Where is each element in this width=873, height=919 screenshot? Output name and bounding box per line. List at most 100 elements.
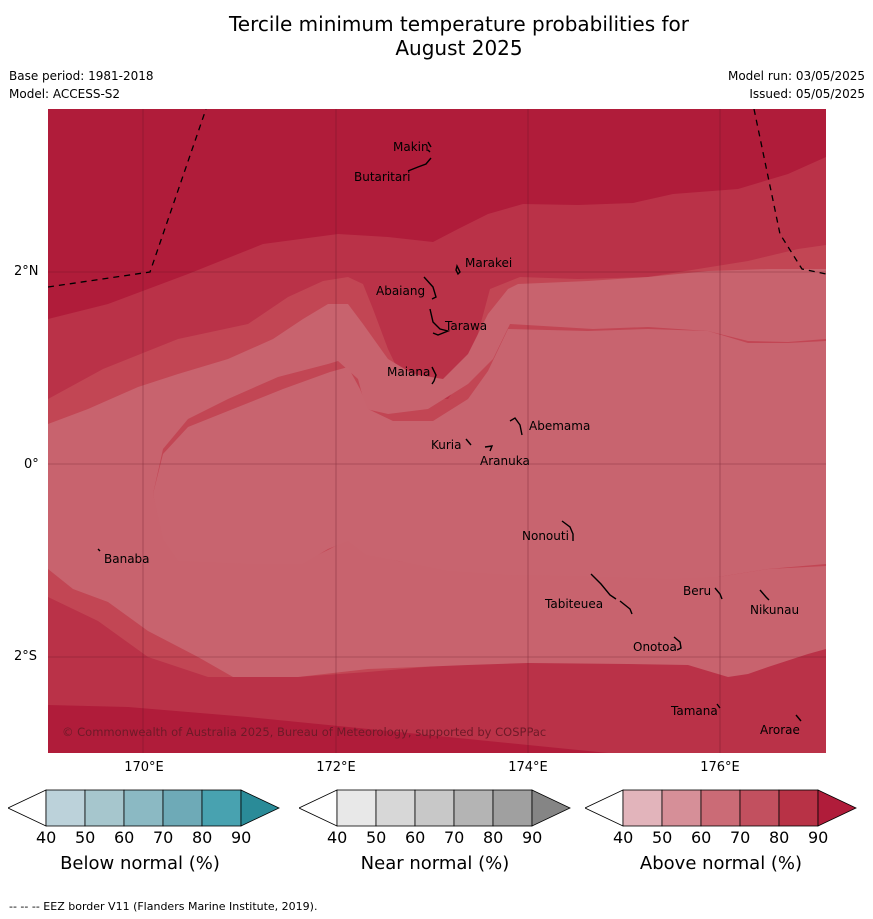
below-cbar-over — [240, 789, 280, 827]
above-cbar-bin — [700, 789, 741, 827]
near-tick-label: 80 — [483, 828, 504, 847]
near-cbar-bin — [336, 789, 377, 827]
near-normal-colorbar — [299, 789, 571, 827]
title-line-1: Tercile minimum temperature probabilitie… — [228, 12, 690, 36]
island-abemama-shape — [509, 417, 523, 436]
lon-label-170e: 170°E — [124, 760, 164, 775]
above-cbar-bin — [739, 789, 780, 827]
label-onotoa: Onotoa — [633, 640, 677, 654]
below-tick-label: 70 — [153, 828, 174, 847]
below-tick-label: 80 — [192, 828, 213, 847]
label-tamana: Tamana — [670, 704, 718, 718]
above-cbar-bin — [661, 789, 702, 827]
near-cbar-bin — [414, 789, 455, 827]
label-nonouti: Nonouti — [522, 529, 569, 543]
label-banaba: Banaba — [104, 552, 150, 566]
zone-60 — [48, 269, 826, 677]
below-tick-label: 90 — [231, 828, 252, 847]
above-cbar-bin — [622, 789, 663, 827]
above-cbar-bin — [778, 789, 819, 827]
island-beru-shape — [714, 587, 723, 600]
below-normal-label: Below normal (%) — [60, 853, 220, 874]
island-arorae-shape — [795, 714, 802, 722]
meta-right: Model run: 03/05/2025 Issued: 05/05/2025 — [728, 67, 865, 103]
below-cbar-bin — [45, 789, 86, 827]
lat-label-2s: 2°S — [14, 649, 38, 664]
model-name: Model: ACCESS-S2 — [9, 87, 121, 101]
lat-label-2n: 2°N — [14, 264, 39, 279]
lon-label-174e: 174°E — [508, 760, 548, 775]
above-normal-label: Above normal (%) — [639, 853, 803, 874]
island-tabiteuea-shape — [590, 573, 633, 615]
eez-footnote: -- -- -- EEZ border V11 (Flanders Marine… — [9, 900, 318, 913]
model-run: Model run: 03/05/2025 — [727, 69, 865, 83]
near-tick-label: 60 — [405, 828, 426, 847]
near-cbar-over — [531, 789, 571, 827]
label-nikunau: Nikunau — [750, 603, 799, 617]
near-tick-label: 50 — [366, 828, 387, 847]
above-tick-label: 70 — [730, 828, 751, 847]
meta-left: Base period: 1981-2018 Model: ACCESS-S2 — [9, 67, 154, 103]
zone-60-core — [153, 329, 826, 579]
near-normal-label: Near normal (%) — [360, 853, 510, 874]
near-cbar-bin — [492, 789, 533, 827]
label-marakei: Marakei — [465, 256, 512, 270]
eez-border-east — [753, 109, 826, 275]
above-tick-label: 50 — [652, 828, 673, 847]
below-tick-label: 40 — [36, 828, 57, 847]
eez-border-west — [48, 109, 207, 288]
above-tick-label: 60 — [691, 828, 712, 847]
near-cbar-bin — [453, 789, 494, 827]
below-cbar-bin — [84, 789, 125, 827]
lon-label-172e: 172°E — [316, 760, 356, 775]
island-onotoa-shape — [673, 636, 682, 651]
map-title: Tercile minimum temperature probabilitie… — [0, 12, 873, 60]
island-tamana-shape — [716, 703, 721, 709]
label-abaiang: Abaiang — [376, 284, 425, 298]
island-marakei-shape — [455, 263, 461, 276]
label-butaritari: Butaritari — [354, 170, 411, 184]
near-tick-label: 70 — [444, 828, 465, 847]
below-tick-label: 50 — [75, 828, 96, 847]
lon-label-176e: 176°E — [700, 760, 740, 775]
label-arorae: Arorae — [760, 723, 800, 737]
island-makin-shape — [427, 141, 432, 153]
near-cbar-under — [299, 789, 338, 827]
below-cbar-bin — [123, 789, 164, 827]
island-abaiang-shape — [423, 276, 437, 300]
above-tick-label: 40 — [613, 828, 634, 847]
label-aranuka: Aranuka — [480, 454, 530, 468]
island-banaba-shape — [97, 548, 101, 552]
label-makin: Makin — [393, 140, 429, 154]
copyright-text: © Commonwealth of Australia 2025, Bureau… — [62, 725, 546, 739]
label-tarawa: Tarawa — [444, 319, 487, 333]
base-period: Base period: 1981-2018 — [9, 69, 154, 83]
title-line-2: August 2025 — [395, 36, 523, 60]
issued-date: Issued: 05/05/2025 — [749, 87, 865, 101]
island-nonouti-shape — [561, 520, 574, 541]
label-kuria: Kuria — [431, 438, 462, 452]
above-cbar-over — [817, 789, 857, 827]
label-beru: Beru — [683, 584, 711, 598]
below-cbar-bin — [201, 789, 242, 827]
island-maiana-shape — [431, 366, 437, 385]
label-tabiteuea: Tabiteuea — [544, 597, 603, 611]
near-tick-label: 40 — [327, 828, 348, 847]
above-tick-label: 80 — [769, 828, 790, 847]
label-abemama: Abemama — [529, 419, 590, 433]
lat-label-0: 0° — [24, 457, 39, 472]
near-cbar-bin — [375, 789, 416, 827]
below-cbar-under — [8, 789, 47, 827]
below-normal-colorbar — [8, 789, 280, 827]
above-normal-colorbar — [585, 789, 857, 827]
island-butaritari-shape — [407, 157, 432, 172]
probability-map: Makin Butaritari Marakei Abaiang Tarawa … — [48, 109, 826, 753]
near-tick-label: 90 — [522, 828, 543, 847]
island-tarawa-shape — [429, 308, 451, 336]
below-cbar-bin — [162, 789, 203, 827]
above-tick-label: 90 — [808, 828, 829, 847]
island-nikunau-shape — [759, 589, 770, 601]
island-aranuka-shape — [484, 445, 494, 452]
label-maiana: Maiana — [387, 365, 430, 379]
island-kuria-shape — [465, 438, 472, 446]
